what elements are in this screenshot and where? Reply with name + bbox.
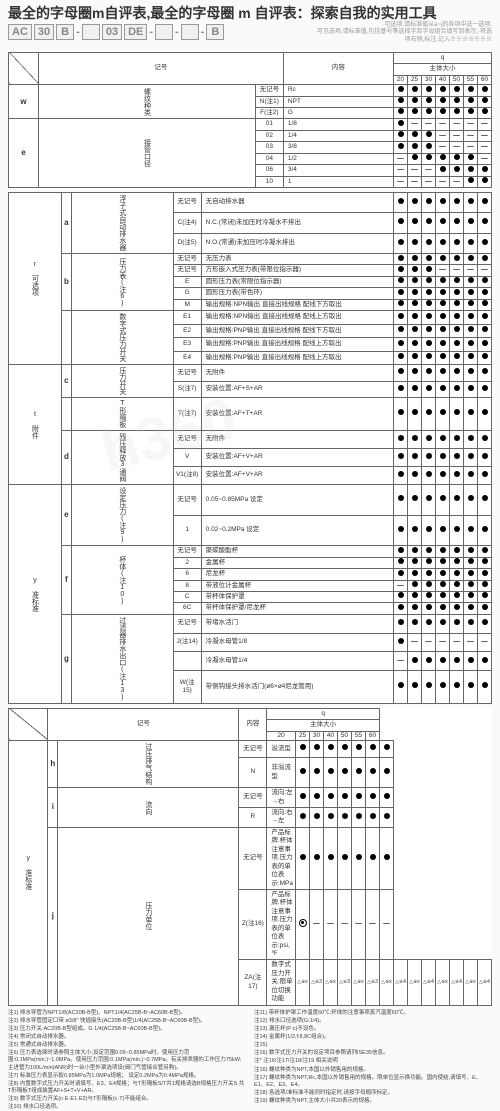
- footnote-item: 注1) 排水导管为NPT1/8(AC20B-B型)、NPT1/4(AC25B-B…: [8, 1010, 246, 1017]
- footnote-item: 注2) 排水导管固定口带 ø3/8" 快插接头(AC20B-B型)1/4(AC2…: [8, 1018, 246, 1025]
- footnote-item: 注11) 带杯体护罩工作温度60℃;杯体的注意事项蒸汽温度60℃。: [254, 1010, 492, 1017]
- footnote-item: 注12) 排水口径选项(G:1/4)。: [254, 1018, 492, 1025]
- footnote-item: 注18) 各选项/准标准不能同时指定时,请按字母顺序标定。: [254, 1090, 492, 1097]
- footnote-item: 注7) 标准压力表显示扳0.85MPa为1.0MPa规格； 设定0.2MPa为0…: [8, 1073, 246, 1080]
- footnote-item: 注10) 排水口径选项。: [8, 1104, 246, 1111]
- spec-table-main: 记号内容q主体大小20253040505560 w螺纹种类无记号RcN(注1)N…: [8, 52, 492, 188]
- page-title: 最全的字母圈m自评表,最全的字母圈 m 自评表：探索自我的实用工具: [8, 4, 492, 22]
- footnote-item: 注14) 金属杯(1/2,f:8,8C组合)。: [254, 1034, 492, 1041]
- footnote-item: 注16) 螺纹种类为NPT,本国以外销售用的规格。: [254, 1067, 492, 1074]
- header: 最全的字母圈m自评表,最全的字母圈 m 自评表：探索自我的实用工具 AC30B-…: [0, 0, 500, 48]
- footnote-item: 注4) 常闭式自动排水器。: [8, 1034, 246, 1041]
- footnote-item: 注9) 数字式压力开关(c·E·E1·E2)与T形隔板(c·T)不能组合。: [8, 1096, 246, 1103]
- footnote-item: 注* 注16/注17/注18/注19 相关说明: [254, 1058, 492, 1065]
- footnote-item: 注3) 压力开关:AC20B-B型组成。G 1/4(AC25B-B~AC60B-…: [8, 1026, 246, 1033]
- footnote-item: 注15): [254, 1042, 492, 1049]
- spec-table-options: r 可选项a浮子式自动排水器无记号无自动排水器C(注4)N.C.(常闭)未加压时…: [8, 192, 492, 704]
- spec-table-bottom: 记号内容q主体大小20253040505560 y 准标准h过压排气结构无记号溢…: [8, 708, 492, 1006]
- footnotes: 注1) 排水导管为NPT1/8(AC20B-B型)、NPT1/4(AC25B-B…: [8, 1010, 492, 1111]
- footnote-item: 注13) 漏压杯(P·c)不设色。: [254, 1026, 492, 1033]
- footnote-item: 注17) 螺纹种类为NPT,Rc,本国以外销售用的规格。限单位显示换功能。国内使…: [254, 1075, 492, 1089]
- footnote-item: 注5) 常通式自动排水器。: [8, 1042, 246, 1049]
- footnote-item: 注6) 压力表选择时请参照主体大小;设定范围0.05~0.85MPa时。使用压力…: [8, 1050, 246, 1071]
- product-code: AC30B- 03DE- - -B: [8, 24, 224, 40]
- footnote-item: 注16) 数字式压力开关的设定项目参照请列ISE35信息。: [254, 1050, 492, 1057]
- footnote-item: 注19) 螺纹种类为NPT,主体大小共20表示的规格。: [254, 1098, 492, 1105]
- header-note-2: ·可见选项,请标准值,包括基号等选择字及字母组合填写到表示,·将选项右侧,标注,…: [312, 29, 492, 43]
- footnote-item: 注8) 内置数字式压力开关时请填写、E3、E4规格；与T形隔板S/T共1规格请选…: [8, 1081, 246, 1095]
